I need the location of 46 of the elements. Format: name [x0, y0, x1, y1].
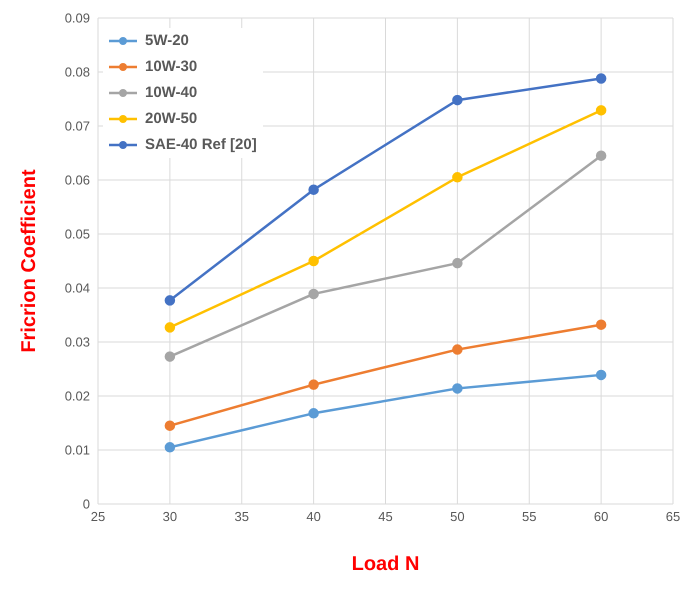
point — [596, 73, 606, 84]
y-tick-label: 0.09 — [64, 10, 90, 26]
y-tick-label: 0.03 — [64, 334, 90, 350]
x-tick-label: 35 — [234, 509, 249, 524]
x-axis-title: Load N — [352, 553, 420, 576]
x-tick-label: 30 — [162, 509, 178, 524]
x-tick-label: 40 — [306, 509, 321, 524]
legend-label: 5W-20 — [145, 31, 189, 51]
point — [452, 94, 463, 106]
point — [596, 105, 606, 116]
y-tick-label: 0.05 — [64, 226, 90, 242]
y-tick-label: 0.07 — [64, 118, 90, 134]
y-tick-label: 0.01 — [64, 442, 90, 458]
y-tick-label: 0.06 — [64, 172, 90, 188]
x-tick-label: 45 — [378, 509, 393, 524]
point — [164, 295, 176, 306]
y-tick-label: 0.04 — [64, 280, 90, 296]
point — [308, 379, 319, 390]
point — [164, 442, 176, 453]
x-tick-label: 50 — [450, 509, 465, 524]
x-tick-label: 25 — [90, 509, 106, 524]
point — [452, 258, 463, 268]
point — [596, 150, 606, 161]
x-tick-label: 60 — [594, 509, 608, 524]
legend-label: 10W-30 — [145, 57, 198, 77]
point — [596, 319, 606, 330]
point — [164, 322, 176, 333]
point — [452, 344, 463, 355]
point — [308, 256, 319, 266]
point — [308, 288, 319, 300]
point — [164, 351, 176, 362]
y-axis-title: Fricrion Coefficient — [18, 168, 40, 353]
point — [452, 172, 463, 183]
legend-label: 10W-40 — [145, 83, 198, 103]
legend-label: SAE-40 Ref [20] — [145, 135, 257, 155]
x-tick-label: 55 — [522, 509, 536, 524]
legend-label: 20W-50 — [145, 109, 198, 129]
point — [308, 184, 319, 195]
x-tick-label: 65 — [666, 509, 680, 524]
point — [452, 383, 463, 394]
point — [596, 370, 606, 380]
point — [164, 420, 176, 431]
point — [308, 408, 319, 419]
y-tick-label: 0.02 — [64, 388, 90, 404]
y-tick-label: 0 — [82, 496, 90, 512]
y-tick-label: 0.08 — [64, 64, 90, 80]
